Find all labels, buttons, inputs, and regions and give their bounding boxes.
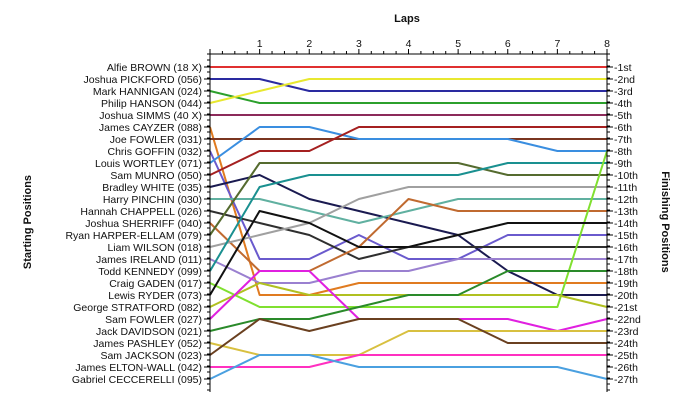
finish-position-label: -6th	[614, 122, 632, 134]
start-position-label: James PASHLEY (052)	[93, 338, 202, 350]
left-axis-title: Starting Positions	[22, 175, 34, 269]
start-position-label: Jack DAVIDSON (021)	[96, 326, 202, 338]
lap-tick-label: 2	[306, 38, 312, 50]
finish-position-label: -17th	[614, 254, 638, 266]
lap-tick-label: 5	[455, 38, 461, 50]
start-position-label: James IRELAND (011)	[96, 254, 202, 266]
finish-position-label: -4th	[614, 98, 632, 110]
finish-position-label: -27th	[614, 374, 638, 386]
start-position-label: Craig GADEN (017)	[109, 278, 202, 290]
finish-position-label: -22nd	[614, 314, 641, 326]
finish-position-label: -7th	[614, 134, 632, 146]
start-position-label: Hannah CHAPPELL (026)	[80, 206, 202, 218]
finish-position-label: -21st	[614, 302, 637, 314]
lap-tick-label: 4	[406, 38, 412, 50]
series-line-12	[210, 198, 607, 224]
finish-position-label: -5th	[614, 110, 632, 122]
start-position-label: James ELTON-WALL (042)	[75, 362, 202, 374]
finish-position-label: -14th	[614, 218, 638, 230]
start-position-label: Joshua SHERRIFF (040)	[85, 218, 202, 230]
finish-position-label: -23rd	[614, 326, 639, 338]
series-line-26	[210, 354, 607, 368]
start-position-label: Joshua PICKFORD (056)	[84, 74, 202, 86]
series-line-10	[209, 126, 607, 176]
series-line-16	[209, 186, 607, 248]
series-line-4	[209, 78, 607, 104]
start-position-label: Louis WORTLEY (071)	[95, 158, 202, 170]
start-position-label: Lewis RYDER (073)	[108, 290, 202, 302]
start-position-label: Gabriel CECCERELLI (095)	[72, 374, 202, 386]
start-position-label: Todd KENNEDY (099)	[98, 266, 202, 278]
series-line-18	[209, 162, 607, 272]
series-line-15	[209, 162, 607, 236]
finish-position-label: -13th	[614, 206, 638, 218]
start-position-label: Joe FOWLER (031)	[110, 134, 202, 146]
finish-position-label: -20th	[614, 290, 638, 302]
start-position-label: Chris GOFFIN (032)	[107, 146, 202, 158]
series-line-23	[209, 270, 607, 332]
finish-position-label: -11th	[614, 182, 637, 194]
series-line-17	[209, 258, 607, 284]
lap-tick-label: 7	[554, 38, 560, 50]
start-position-label: Sam JACKSON (023)	[100, 350, 202, 362]
start-position-label: Joshua SIMMS (40 X)	[99, 110, 202, 122]
finish-position-label: -19th	[614, 278, 638, 290]
series-line-25	[209, 318, 607, 356]
finish-position-label: -18th	[614, 266, 638, 278]
finish-position-label: -2nd	[614, 74, 635, 86]
finish-position-label: -3rd	[614, 86, 633, 98]
lap-tick-label: 8	[604, 38, 610, 50]
finish-position-label: -12th	[614, 194, 638, 206]
start-position-label: Bradley WHITE (035)	[102, 182, 202, 194]
start-position-label: Liam WILSON (018)	[107, 242, 202, 254]
finish-position-label: -9th	[614, 158, 632, 170]
lap-tick-label: 1	[257, 38, 263, 50]
start-position-label: George STRATFORD (082)	[73, 302, 202, 314]
series-line-20	[209, 210, 607, 296]
series-line-9	[209, 126, 607, 164]
lap-tick-label: 6	[505, 38, 511, 50]
right-axis-title: Finishing Positions	[659, 171, 671, 272]
finish-position-label: -15th	[614, 230, 638, 242]
start-position-label: Ryan HARPER-ELLAM (079)	[65, 230, 202, 242]
finish-position-label: -10th	[614, 170, 638, 182]
finish-position-label: -8th	[614, 146, 632, 158]
finish-position-label: -1st	[614, 62, 632, 74]
series-line-8	[209, 150, 607, 260]
start-position-label: Mark HANNIGAN (024)	[93, 86, 202, 98]
finish-position-label: -25th	[614, 350, 638, 362]
series-line-19	[209, 150, 608, 308]
axes-layer	[204, 49, 613, 392]
labels-layer: 1 2 3 4 5 6 7 8 Alfie BROWN (18 X)Joshua PICKFOR…	[65, 38, 641, 386]
lap-tick-label: 3	[356, 38, 362, 50]
start-position-label: Sam FOWLER (027)	[105, 314, 202, 326]
finish-position-label: -24th	[614, 338, 638, 350]
start-position-label: Sam MUNRO (050)	[110, 170, 202, 182]
series-line-6	[209, 126, 607, 296]
start-position-label: Harry PINCHIN (030)	[103, 194, 202, 206]
finish-position-label: -26th	[614, 362, 638, 374]
series-line-3	[209, 90, 607, 104]
start-position-label: Philip HANSON (044)	[101, 98, 202, 110]
start-position-label: Alfie BROWN (18 X)	[107, 62, 202, 74]
series-layer	[209, 66, 608, 380]
chart-title: Laps	[394, 13, 420, 25]
start-position-label: James CAYZER (088)	[99, 122, 202, 134]
finish-position-label: -16th	[614, 242, 638, 254]
series-line-2	[210, 78, 607, 92]
series-line-27	[209, 354, 608, 380]
